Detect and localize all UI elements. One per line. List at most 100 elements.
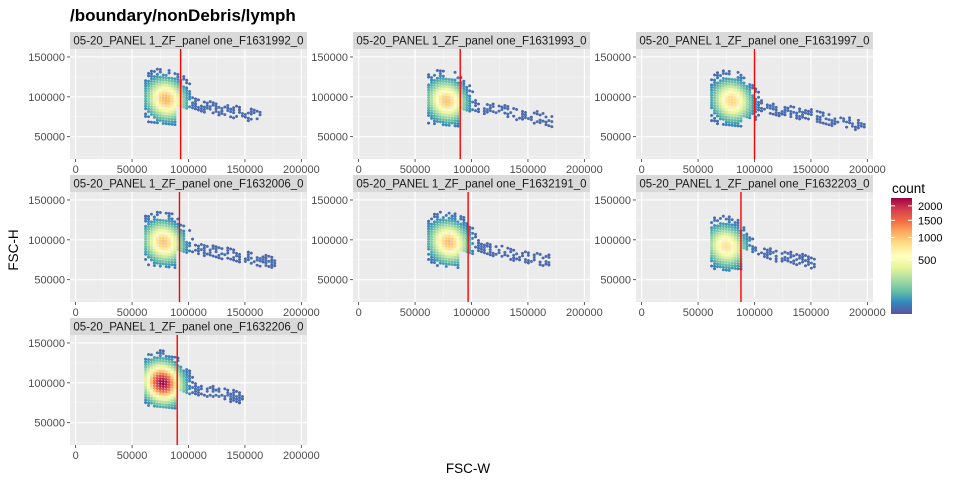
hexbin-cell xyxy=(155,220,159,224)
hexbin-cell xyxy=(158,80,162,84)
hexbin-cell xyxy=(718,112,722,116)
hexbin-cell xyxy=(194,248,197,252)
hexbin-cell xyxy=(150,227,153,231)
hexbin-cell xyxy=(713,234,716,238)
hexbin-cell xyxy=(173,123,177,127)
hexbin-cell xyxy=(152,113,156,117)
hexbin-cell xyxy=(506,107,510,111)
hexbin-cell xyxy=(739,119,743,123)
hexbin-cell xyxy=(468,240,472,245)
hexbin-cell xyxy=(710,96,714,100)
hexbin-cell xyxy=(235,114,238,118)
hexbin-cell xyxy=(718,252,722,256)
hexbin-cell xyxy=(150,222,153,226)
hexbin-cell xyxy=(427,227,431,231)
hexbin-cell xyxy=(430,235,433,239)
hexbin-cell xyxy=(194,243,197,247)
hexbin-cell xyxy=(161,362,165,366)
hexbin-cell xyxy=(182,229,186,233)
hexbin-cell xyxy=(152,92,156,96)
hexbin-cell xyxy=(144,242,148,246)
hexbin-cell xyxy=(152,225,156,229)
hexbin-cell xyxy=(447,232,451,236)
hexbin-cell xyxy=(453,78,457,82)
x-tick-label: 0 xyxy=(73,450,79,462)
hexbin-cell xyxy=(158,384,162,388)
hexbin-cell xyxy=(273,264,277,268)
hexbin-cell xyxy=(167,112,171,116)
facet-panel: 05-20_PANEL 1_ZF_panel one_F1631992_00 50… xyxy=(28,32,320,176)
hexbin-cell xyxy=(155,241,159,245)
hexbin-cell xyxy=(745,110,749,114)
hexbin-cell xyxy=(721,232,725,236)
hexbin-cell xyxy=(158,359,162,363)
hexbin-cell xyxy=(155,108,159,112)
hexbin-cell xyxy=(733,85,737,89)
hexbin-cell xyxy=(529,115,533,119)
hexbin-cell xyxy=(444,87,448,91)
hexbin-cell xyxy=(173,401,177,405)
hexbin-cell xyxy=(167,94,171,98)
hexbin-cell xyxy=(435,117,439,121)
hexbin-cell xyxy=(158,221,162,225)
hexbin-cell xyxy=(450,239,454,244)
hexbin-cell xyxy=(150,240,153,244)
hexbin-cell xyxy=(730,258,734,263)
hexbin-cell xyxy=(742,86,746,90)
hexbin-cell xyxy=(447,262,451,266)
hexbin-cell xyxy=(220,106,224,110)
hexbin-cell xyxy=(435,256,439,260)
hexbin-cell xyxy=(550,120,554,124)
hexbin-cell xyxy=(155,90,159,94)
hexbin-cell xyxy=(438,256,442,260)
hexbin-cell xyxy=(780,252,784,256)
hexbin-cell xyxy=(167,355,171,359)
hexbin-cell xyxy=(214,107,218,111)
hexbin-cell xyxy=(150,112,153,117)
hexbin-cell xyxy=(273,259,277,263)
hexbin-cell xyxy=(541,264,545,268)
hexbin-cell xyxy=(727,118,731,122)
hexbin-cell xyxy=(453,242,457,246)
hexbin-cell xyxy=(447,90,451,94)
hexbin-cell xyxy=(721,268,725,272)
hexbin-cell xyxy=(176,80,180,84)
hexbin-cell xyxy=(745,97,749,101)
hexbin-cell xyxy=(427,83,431,87)
hexbin-cell xyxy=(211,387,215,391)
hexbin-cell xyxy=(727,115,731,119)
hexbin-cell xyxy=(459,242,463,247)
hexbin-cell xyxy=(474,101,477,105)
hexbin-cell xyxy=(197,108,200,112)
hexbin-cell xyxy=(179,385,183,389)
hexbin-cell xyxy=(438,79,442,83)
hexbin-cell xyxy=(718,232,722,236)
hexbin-cell xyxy=(161,231,165,235)
hexbin-cell xyxy=(173,263,177,267)
hexbin-cell xyxy=(167,245,171,249)
hexbin-cell xyxy=(199,104,203,108)
hexbin-cell xyxy=(833,119,837,123)
hexbin-cell xyxy=(730,105,734,109)
hexbin-cell xyxy=(515,257,519,261)
hexbin-cell xyxy=(456,94,460,98)
hexbin-cell xyxy=(150,107,153,111)
hexbin-cell xyxy=(544,120,548,124)
hexbin-cell xyxy=(733,266,737,270)
x-tick-label: 50000 xyxy=(400,164,431,176)
hexbin-cell xyxy=(730,228,734,232)
hexbin-cell xyxy=(164,367,168,371)
hexbin-cell xyxy=(727,245,731,249)
hexbin-cell xyxy=(447,237,451,241)
hexbin-cell xyxy=(730,256,734,260)
hexbin-cell xyxy=(724,237,728,241)
hexbin-cell xyxy=(170,235,174,239)
hexbin-cell xyxy=(185,81,189,85)
hexbin-cell xyxy=(727,85,731,89)
hexbin-cell xyxy=(164,219,168,223)
hexbin-cell xyxy=(164,101,168,105)
hexbin-cell xyxy=(185,240,189,244)
hexbin-cell xyxy=(438,231,442,235)
hexbin-cell xyxy=(441,218,445,222)
hexbin-cell xyxy=(238,260,241,264)
